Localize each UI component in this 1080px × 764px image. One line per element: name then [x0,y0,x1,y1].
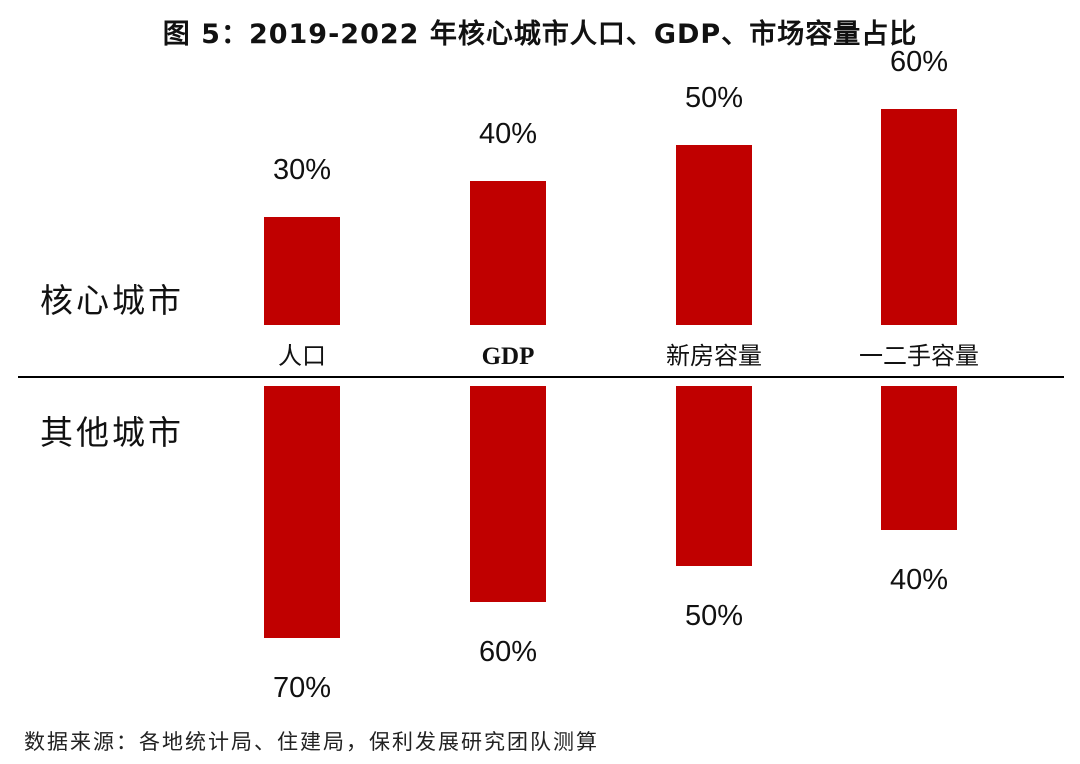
category-label-2: GDP [482,343,535,370]
data-label-core-3: 50% [685,82,743,114]
data-label-core-4: 60% [890,46,948,78]
category-label-1: 人口 [278,342,326,370]
data-label-other-4: 40% [890,564,948,596]
data-label-other-1: 70% [273,672,331,704]
data-label-core-2: 40% [479,118,537,150]
bar-core-1 [264,217,340,325]
chart-title: 图 5：2019-2022 年核心城市人口、GDP、市场容量占比 [162,19,918,50]
source-note: 数据来源：各地统计局、住建局，保利发展研究团队测算 [24,730,599,754]
bar-other-3 [676,386,752,566]
category-label-3: 新房容量 [666,342,762,370]
bar-core-3 [676,145,752,325]
series-label-core-cities: 核心城市 [40,281,184,320]
bar-core-2 [470,181,546,325]
bar-core-4 [881,109,957,325]
category-label-4: 一二手容量 [859,342,979,370]
data-label-other-2: 60% [479,636,537,668]
series-label-other-cities: 其他城市 [40,413,184,452]
data-label-other-3: 50% [685,600,743,632]
data-label-core-1: 30% [273,154,331,186]
bar-other-4 [881,386,957,530]
bar-other-2 [470,386,546,602]
bar-other-1 [264,386,340,638]
